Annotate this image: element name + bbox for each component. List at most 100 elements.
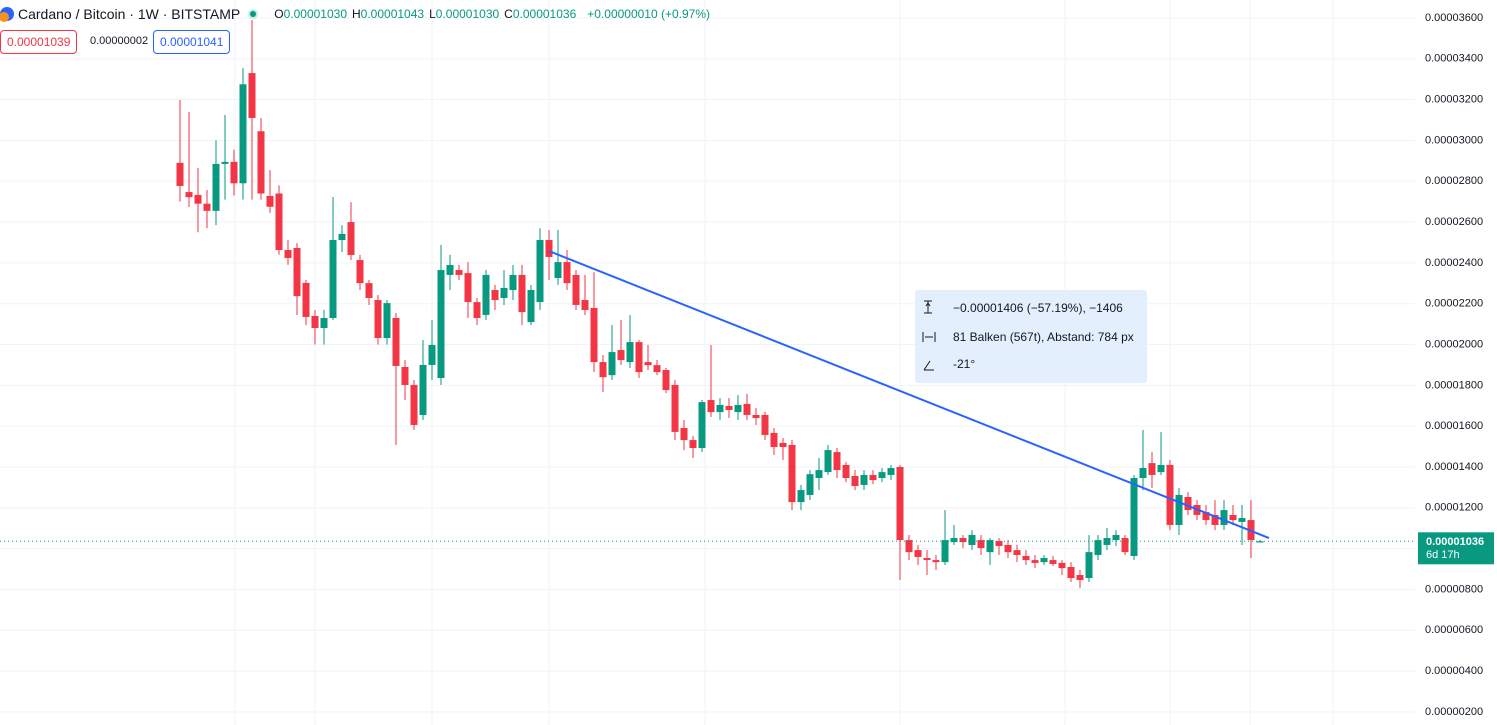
y-tick-label: 0.00002200: [1425, 298, 1483, 310]
candle-body: [950, 538, 958, 543]
candle-body: [995, 541, 1003, 546]
candle-body: [1031, 560, 1039, 563]
candle-body: [1148, 463, 1156, 475]
candle-body: [878, 472, 886, 479]
candle-body: [437, 270, 445, 379]
symbol-icon: [0, 7, 14, 22]
candle-body: [1103, 538, 1111, 545]
candle-body: [1157, 464, 1165, 473]
candle-body: [374, 300, 382, 339]
candle-body: [815, 470, 823, 479]
candle-body: [491, 290, 499, 301]
candle-body: [419, 364, 427, 415]
candle-body: [320, 318, 328, 329]
candle-body: [788, 444, 796, 503]
candle-body: [509, 274, 517, 291]
candle-body: [617, 350, 625, 361]
candle-body: [554, 262, 562, 278]
y-tick-label: 0.00001800: [1425, 379, 1483, 391]
candle-body: [734, 404, 742, 413]
candle-body: [914, 550, 922, 558]
measure-bars: 81 Balken (567t), Abstand: 784 px: [953, 330, 1134, 344]
candle-body: [203, 203, 211, 211]
ohlc: O0.00001030 H0.00001043 L0.00001030 C0.0000…: [274, 7, 581, 21]
y-tick-label: 0.00001200: [1425, 502, 1483, 514]
candle-body: [1220, 510, 1228, 525]
candle-body: [365, 283, 373, 299]
trend-line: [548, 250, 1270, 539]
y-tick-label: 0.00000800: [1425, 583, 1483, 595]
y-tick-label: 0.00002800: [1425, 175, 1483, 187]
candle-body: [671, 384, 679, 432]
candle-body: [176, 162, 184, 186]
candle-body: [896, 467, 904, 541]
candle-body: [347, 222, 355, 255]
candle-body: [698, 402, 706, 449]
candle-body: [797, 490, 805, 503]
candle-body: [473, 302, 481, 319]
price-label: 0.00001036: [1426, 536, 1484, 548]
candle-body: [977, 540, 985, 549]
candle-body: [1202, 512, 1210, 521]
candle-body: [689, 440, 697, 449]
candle-body: [1166, 464, 1174, 525]
candle-body: [743, 403, 751, 415]
candle-body: [257, 131, 265, 194]
candle-body: [518, 274, 526, 313]
status-dot: [248, 9, 259, 19]
candle-body: [194, 194, 202, 204]
candle-body: [482, 274, 490, 315]
candle-body: [986, 540, 994, 553]
candle-body: [1076, 574, 1084, 581]
candle-body: [608, 352, 616, 376]
candle-body: [680, 428, 688, 441]
candle-body: [635, 342, 643, 373]
candle-body: [212, 163, 220, 211]
candle-body: [1022, 555, 1030, 561]
symbol[interactable]: Cardano / Bitcoin · 1W · BITSTAMP: [18, 6, 241, 22]
ohlc-value: 0.00001030: [283, 7, 347, 21]
candle-body: [302, 282, 310, 317]
y-tick-label: 0.00003400: [1425, 53, 1483, 65]
candle-body: [869, 474, 877, 481]
candle-body: [887, 468, 895, 475]
candle-body: [626, 342, 634, 363]
y-tick-label: 0.00002000: [1425, 338, 1483, 350]
candle-body: [1058, 562, 1066, 569]
candle-body: [248, 73, 256, 118]
y-tick-label: 0.00001600: [1425, 420, 1483, 432]
ohlc-key: L: [429, 7, 436, 21]
candle-body: [959, 538, 967, 543]
candle-body: [284, 250, 292, 258]
candle-body: [1175, 494, 1183, 525]
y-tick-label: 0.00001400: [1425, 461, 1483, 473]
time-grid: [234, 0, 1334, 725]
candle-body: [1049, 560, 1057, 564]
candle-body: [500, 287, 508, 299]
candle-body: [968, 534, 976, 545]
sell-button[interactable]: 0.00001039: [0, 30, 78, 54]
candle-body: [185, 192, 193, 198]
buy-button[interactable]: 0.00001041: [153, 30, 231, 54]
candle-body: [1184, 497, 1192, 511]
candle-body: [923, 558, 931, 561]
candle-body: [221, 161, 229, 164]
candle-body: [662, 370, 670, 391]
candle-body: [536, 240, 544, 303]
candle-body: [707, 400, 715, 413]
candle-body: [1004, 544, 1012, 553]
y-tick-label: 0.00003600: [1425, 12, 1483, 24]
countdown: 6d 17h: [1426, 549, 1460, 561]
candle-body: [401, 366, 409, 385]
y-tick-label: 0.00003200: [1425, 94, 1483, 106]
candle-body: [581, 300, 589, 311]
candle-body: [230, 161, 238, 184]
candle-body: [1238, 518, 1246, 522]
candle-body: [383, 303, 391, 339]
ohlc-value: 0.00001030: [435, 7, 500, 21]
candle-body: [311, 315, 319, 329]
candle-body: [851, 475, 859, 486]
y-tick-label: 0.00000400: [1425, 665, 1483, 677]
spread: 0.00000002: [90, 35, 149, 47]
candle-body: [770, 432, 778, 448]
